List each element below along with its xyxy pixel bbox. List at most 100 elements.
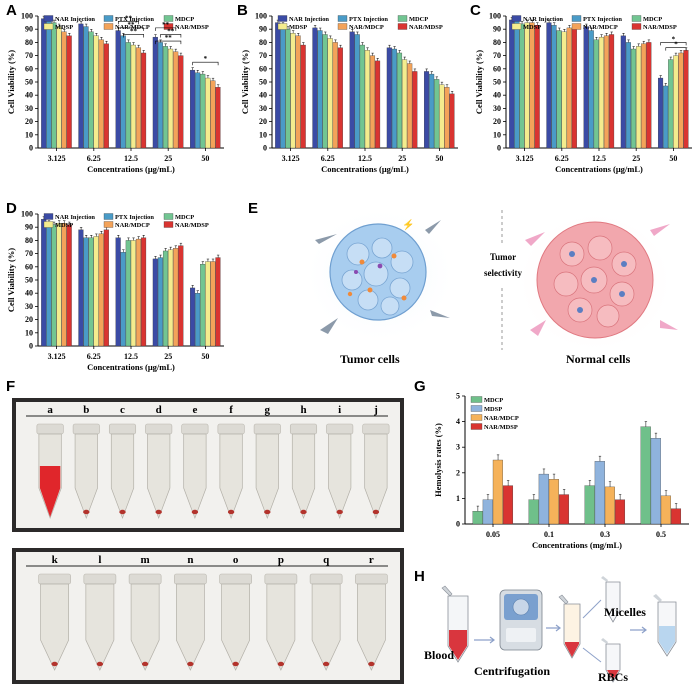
bar-ptx-injection	[280, 25, 286, 149]
legend-label: NAR/MDSP	[643, 24, 677, 31]
legend-label: MDSP	[523, 24, 541, 31]
legend-swatch	[470, 414, 483, 421]
tube-label: h	[300, 404, 306, 416]
micelles-label: Micelles	[604, 605, 646, 619]
bar-ptx-injection	[157, 257, 163, 347]
bar-mdcp	[668, 59, 674, 149]
legend-label: MDCP	[409, 16, 428, 23]
bar-mdsp	[482, 499, 493, 525]
y-axis-label: Cell Viability (%)	[6, 248, 16, 312]
y-axis-label: Cell Viability (%)	[240, 50, 250, 114]
bar-nar-mdcp	[603, 35, 610, 149]
bar-nar-mdcp	[173, 248, 179, 347]
y-tick-label: 5	[456, 392, 460, 401]
x-tick-label: 3.125	[48, 352, 66, 361]
y-axis-label: Cell Viability (%)	[6, 50, 16, 114]
bar-mdsp	[327, 38, 333, 149]
bar-nar-injection	[189, 69, 196, 149]
bar-nar-mdsp	[300, 44, 306, 149]
bar-mdsp	[168, 48, 174, 149]
bar-nar-mdcp	[135, 238, 142, 347]
x-tick-label: 25	[164, 352, 172, 361]
bar-nar-mdcp	[566, 27, 572, 149]
blood-label: Blood	[424, 648, 455, 662]
bar-mdcp	[640, 426, 651, 525]
panel-label-h: H	[414, 568, 425, 585]
legend-swatch	[470, 423, 483, 430]
y-tick-label: 80	[259, 38, 267, 47]
legend-swatch	[631, 23, 642, 30]
bar-nar-mdcp	[61, 31, 67, 149]
bar-mdcp	[322, 34, 328, 149]
bar-nar-mdcp	[407, 63, 413, 149]
tube	[362, 423, 390, 519]
bar-nar-injection	[620, 35, 626, 149]
legend-swatch	[470, 396, 483, 403]
legend-label: NAR/MDSP	[175, 24, 209, 31]
bar-nar-injection	[349, 31, 355, 149]
significance-bracket	[155, 40, 182, 45]
bar-nar-mdcp	[210, 261, 216, 347]
significance-bracket	[192, 61, 219, 66]
y-tick-label: 50	[25, 276, 33, 285]
bar-nar-mdsp	[449, 93, 455, 149]
bar-mdcp	[125, 240, 131, 347]
legend-label: NAR/MDSP	[484, 424, 518, 431]
y-tick-label: 100	[21, 210, 33, 219]
bar-nar-mdsp	[178, 55, 184, 149]
legend-label: PTX Injection	[115, 214, 154, 221]
y-tick-label: 60	[493, 64, 501, 73]
y-tick-label: 0	[497, 144, 501, 153]
legend-label: MDSP	[55, 24, 73, 31]
bar-nar-mdcp	[98, 233, 104, 347]
bar-nar-mdsp	[178, 245, 184, 347]
selectivity-text-2: selectivity	[484, 268, 522, 278]
supernatant-tube	[653, 594, 677, 657]
y-tick-label: 50	[493, 78, 501, 87]
x-axis-label: Concentrations (μg/mL)	[321, 164, 409, 174]
y-tick-label: 0	[456, 520, 460, 529]
bar-nar-mdcp	[210, 80, 216, 149]
bar-mdcp	[88, 237, 94, 347]
x-tick-label: 50	[435, 154, 443, 163]
panel-h-illustration	[441, 576, 677, 683]
panel-e-illustration: ⚡ Tumor selectivity	[302, 205, 678, 354]
tube	[253, 423, 281, 519]
arrow-4	[582, 647, 602, 663]
significance-bracket	[660, 42, 687, 46]
chart-g: 0 1 2 3 4 5 0.05 0.1 0.3 0.5 Concentrations (mg/mL…	[433, 392, 689, 550]
x-tick-label: 50	[201, 352, 209, 361]
y-tick-label: 90	[259, 25, 267, 34]
x-tick-label: 3.125	[516, 154, 534, 163]
legend-swatch	[337, 15, 348, 22]
legend-label: NAR Injection	[523, 16, 563, 23]
bar-mdsp	[561, 31, 567, 149]
centrifugation-label: Centrifugation	[474, 664, 550, 678]
bar-ptx-injection	[46, 19, 52, 149]
bar-mdsp	[205, 77, 211, 149]
y-tick-label: 70	[493, 51, 501, 60]
y-tick-label: 40	[493, 91, 501, 100]
bar-mdcp	[396, 52, 403, 149]
legend-swatch	[103, 213, 114, 220]
tube	[36, 423, 64, 519]
y-tick-label: 80	[25, 236, 33, 245]
x-axis-label: Concentrations (mg/mL)	[532, 540, 622, 550]
bar-nar-mdsp	[412, 71, 418, 149]
y-tick-label: 10	[259, 130, 267, 139]
bar-mdcp	[125, 42, 131, 149]
legend-label: NAR/MDSP	[175, 222, 209, 229]
bar-ptx-injection	[551, 25, 557, 149]
bar-nar-injection	[41, 219, 47, 347]
y-tick-label: 90	[25, 25, 33, 34]
x-tick-label: 0.3	[600, 530, 610, 539]
bar-nar-mdcp	[641, 43, 647, 149]
legend-label: NAR/MDCP	[583, 24, 618, 31]
legend-label: MDCP	[175, 214, 194, 221]
significance-bracket	[123, 34, 145, 38]
bar-nar-mdcp	[548, 479, 559, 525]
legend-label: PTX Injection	[349, 16, 388, 23]
bar-nar-mdsp	[215, 257, 221, 347]
legend-label: NAR/MDCP	[349, 24, 384, 31]
legend-swatch	[277, 23, 288, 30]
